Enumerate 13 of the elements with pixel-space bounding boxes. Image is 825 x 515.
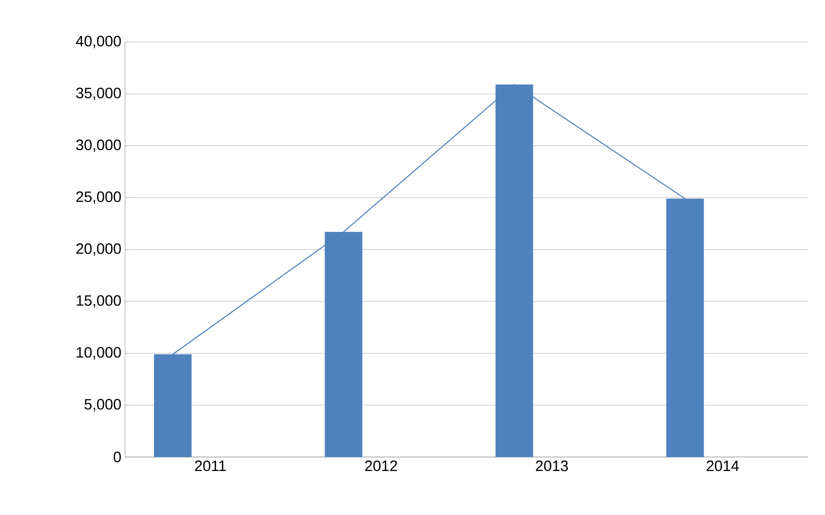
y-tick-label: 10,000: [76, 347, 121, 360]
y-tick-label: 30,000: [76, 140, 121, 152]
x-tick-label: 2011: [195, 460, 226, 472]
y-tick-label: 5,000: [84, 398, 121, 412]
x-tick-label: 2014: [706, 460, 739, 472]
y-tick-label: 40,000: [76, 36, 121, 48]
y-tick-label: 35,000: [76, 88, 121, 100]
x-tick-label: 2013: [536, 460, 568, 472]
y-tick-label: 20,000: [76, 243, 121, 256]
y-tick-label: 0: [114, 452, 121, 462]
x-tick-label: 2012: [365, 460, 398, 472]
y-tick-label: 25,000: [76, 191, 121, 204]
y-tick-label: 15,000: [76, 295, 121, 308]
